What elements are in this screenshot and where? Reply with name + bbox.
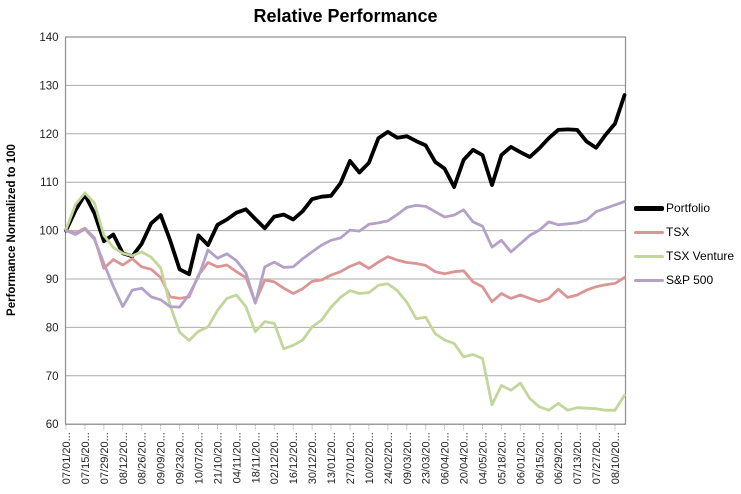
x-tick-label: 08/10/20... [610,432,622,484]
y-tick-label: 120 [39,129,58,141]
y-tick-label: 80 [46,322,59,334]
y-tick-label: 110 [40,177,58,189]
x-tick-label: 23/03/20... [421,432,433,484]
x-tick-label: 10/02/20... [364,432,376,484]
x-tick-label: 07/29/20... [99,432,111,484]
x-tick-label: 06/04/20... [440,432,452,484]
x-tick-label: 30/12/20... [307,432,319,484]
x-tick-label: 18/11/20... [250,432,262,483]
legend-label-sp500: S&P 500 [666,273,714,287]
legend-label-tsx-venture: TSX Venture [666,249,735,263]
y-tick-label: 90 [46,274,59,286]
legend-swatch-tsx-venture [634,254,664,258]
series-line-portfolio [64,93,627,277]
series-line-tsx-venture [64,191,626,412]
x-tick-label: 24/02/20... [383,432,395,484]
legend-item-sp500: S&P 500 [634,273,734,287]
x-tick-label: 05/18/20... [496,432,508,484]
x-tick-label: 04/05/20... [478,432,490,484]
x-tick-label: 20/04/20... [459,432,471,484]
x-tick-label: 06/29/20... [553,432,565,484]
y-tick-label: 60 [46,419,59,431]
x-tick-label: 13/01/20... [326,432,338,484]
x-tick-label: 07/15/20... [80,432,92,484]
x-tick-label: 09/23/20... [175,432,187,484]
series-line-tsx [64,226,626,304]
x-tick-label: 27/01/20... [345,432,357,484]
y-tick-label: 100 [39,226,58,238]
legend-label-portfolio: Portfolio [666,201,711,215]
y-tick-label: 140 [39,32,58,44]
x-tick-label: 07/01/20... [61,432,73,484]
x-tick-label: 07/27/20... [591,432,603,484]
chart-title: Relative Performance [253,6,438,26]
legend-swatch-sp500 [634,278,664,282]
x-tick-label: 07/13/20... [572,432,584,484]
x-tick-label: 10/07/20... [194,432,206,484]
x-tick-label: 06/15/20... [534,432,546,484]
legend-swatch-portfolio [634,205,664,211]
legend-label-tsx: TSX [666,225,690,239]
legend-item-tsx-venture: TSX Venture [634,249,734,263]
x-tick-label: 21/10/20... [212,432,224,484]
legend-item-portfolio: Portfolio [634,201,734,215]
x-tick-label: 09/03/20... [402,432,414,484]
x-tick-label: 16/12/20... [288,432,300,484]
x-tick-label: 08/12/20... [118,432,130,484]
legend: Portfolio TSX TSX Venture S&P 500 [634,201,734,297]
legend-swatch-tsx [634,230,664,234]
series-line-s-p-500 [64,200,626,309]
x-tick-label: 06/01/20... [515,432,527,484]
x-tick-label: 02/12/20... [269,432,281,484]
x-tick-label: 09/09/20... [156,432,168,484]
legend-item-tsx: TSX [634,225,734,239]
y-tick-label: 130 [39,80,58,92]
x-tick-label: 04/11/20... [231,432,243,483]
x-tick-label: 08/26/20... [137,432,149,484]
y-tick-label: 70 [46,371,59,383]
